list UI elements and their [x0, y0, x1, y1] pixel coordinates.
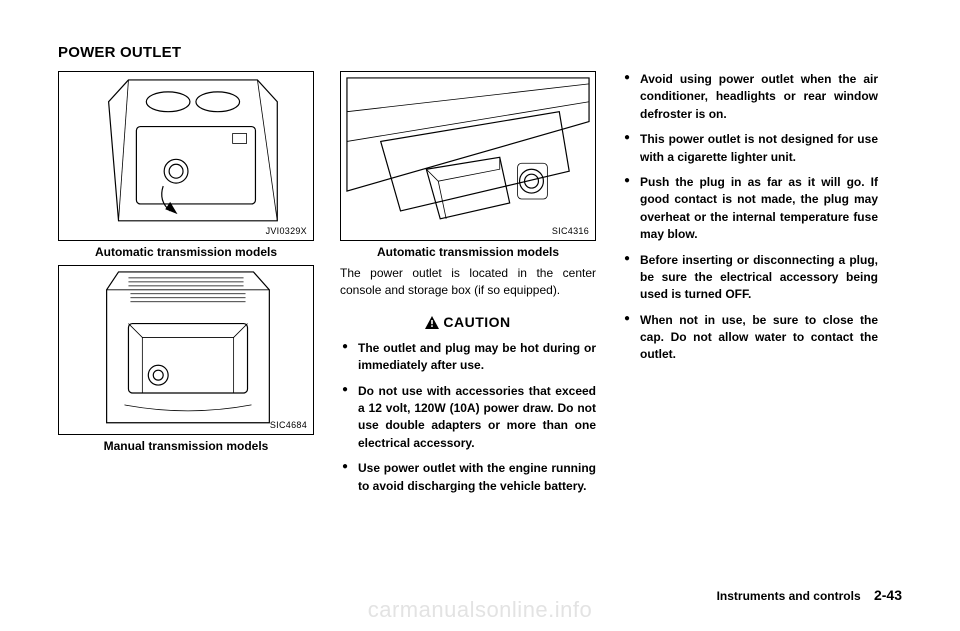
caution-item: Use power outlet with the engine running…: [340, 460, 596, 495]
figure-id: SIC4684: [270, 420, 307, 430]
figure-sic4684: SIC4684: [58, 265, 314, 435]
figure-jvi0329x: JVI0329X: [58, 71, 314, 241]
figure-caption: Manual transmission models: [58, 439, 314, 453]
figure-line-art: [59, 72, 313, 241]
caution-list-col2: The outlet and plug may be hot during or…: [340, 340, 596, 495]
figure-line-art: [341, 72, 595, 241]
caution-item: The outlet and plug may be hot during or…: [340, 340, 596, 375]
figure-caption: Automatic transmission models: [340, 245, 596, 259]
body-paragraph: The power outlet is located in the cente…: [340, 265, 596, 300]
columns: JVI0329X Automatic transmission models: [58, 71, 902, 503]
column-1: JVI0329X Automatic transmission models: [58, 71, 314, 503]
caution-label-text: CAUTION: [443, 314, 510, 330]
caution-item: Push the plug in as far as it will go. I…: [622, 174, 878, 244]
caution-heading: CAUTION: [340, 314, 596, 330]
warning-icon: [425, 316, 439, 329]
caution-list-col3: Avoid using power outlet when the air co…: [622, 71, 878, 372]
figure-line-art: [59, 266, 313, 435]
section-title: POWER OUTLET: [58, 44, 902, 61]
caution-block: CAUTION The outlet and plug may be hot d…: [340, 314, 596, 503]
caution-item: Avoid using power outlet when the air co…: [622, 71, 878, 123]
caution-item: When not in use, be sure to close the ca…: [622, 312, 878, 364]
column-3: Avoid using power outlet when the air co…: [622, 71, 878, 503]
caution-item: Before inserting or disconnecting a plug…: [622, 252, 878, 304]
column-2: SIC4316 Automatic transmission models Th…: [340, 71, 596, 503]
figure-id: JVI0329X: [266, 226, 307, 236]
footer-chapter: Instruments and controls: [717, 589, 861, 603]
figure-caption: Automatic transmission models: [58, 245, 314, 259]
manual-page: POWER OUTLET: [0, 0, 960, 631]
figure-id: SIC4316: [552, 226, 589, 236]
footer-page-number: 2-43: [874, 587, 902, 603]
caution-item: This power outlet is not designed for us…: [622, 131, 878, 166]
figure-sic4316: SIC4316: [340, 71, 596, 241]
caution-item: Do not use with accessories that exceed …: [340, 383, 596, 453]
page-footer: Instruments and controls 2-43: [717, 587, 902, 603]
